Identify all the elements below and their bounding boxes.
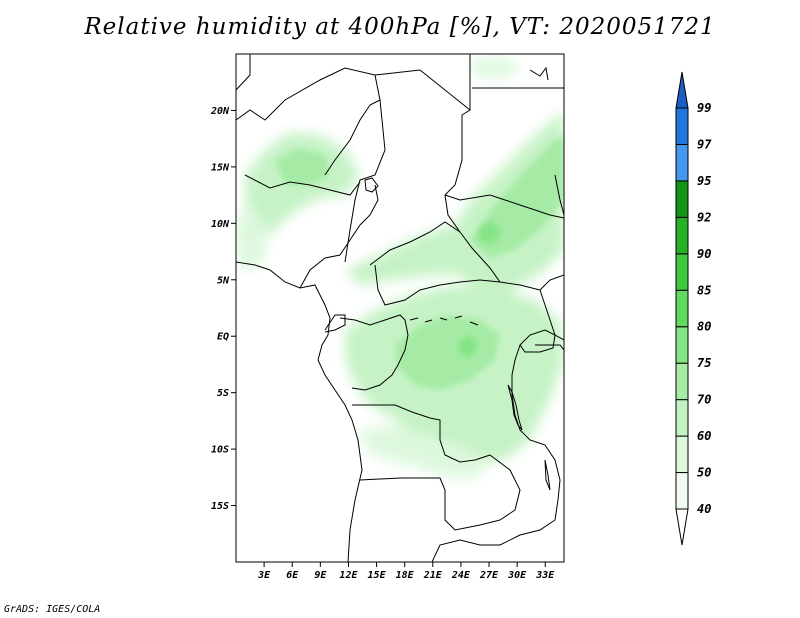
colorbar: 40 50 60 70 75 80 85 90 92 95 97 99 — [675, 71, 712, 546]
lon-label: 33E — [535, 570, 555, 581]
border-car-north — [369, 221, 461, 266]
river-congo — [409, 315, 479, 326]
lat-label: 5N — [217, 275, 230, 286]
ethiopia-border — [554, 174, 564, 216]
humidity-shading — [236, 58, 564, 480]
grads-credit: GrADS: IGES/COLA — [4, 604, 101, 615]
colorbar-label: 92 — [697, 210, 711, 224]
shade-nw-core — [275, 148, 330, 185]
border-southern-1 — [431, 519, 556, 562]
lake-malawi — [544, 459, 551, 491]
colorbar-label: 97 — [697, 137, 712, 151]
border-angola-south — [359, 477, 501, 531]
colorbar-segment — [675, 180, 689, 218]
colorbar-label: 99 — [697, 101, 711, 115]
lat-label: 10S — [211, 445, 229, 456]
lat-label: EQ — [217, 332, 229, 343]
border-nigeria-cameroon — [299, 184, 379, 289]
shade-central-band — [345, 225, 480, 285]
latitude-axis: 20N 15N 10N 5N EQ 5S 10S 15S — [210, 106, 236, 512]
lon-label: 27E — [479, 570, 499, 581]
colorbar-segment — [675, 399, 689, 437]
country-boundaries — [236, 54, 564, 562]
lon-label: 6E — [286, 570, 299, 581]
lon-label: 12E — [339, 570, 358, 581]
shade-top-strip — [470, 58, 520, 78]
shade-ne-hotspot — [478, 220, 502, 244]
border-tanzania — [544, 444, 561, 521]
colorbar-segment — [675, 253, 689, 291]
lat-label: 5S — [217, 388, 229, 399]
border-angola-drc — [352, 404, 491, 463]
colorbar-label: 75 — [697, 356, 711, 370]
border-nigeria-north — [244, 174, 361, 196]
colorbar-segment — [675, 107, 689, 145]
lake-tanganyika — [507, 384, 523, 431]
border-sahara-1 — [236, 54, 251, 91]
border-congo-drc — [339, 314, 409, 391]
border-lake-victoria — [535, 344, 564, 351]
lon-label: 9E — [314, 570, 327, 581]
border-ssudan-east — [539, 274, 564, 291]
lake-victoria — [519, 329, 556, 353]
colorbar-label: 70 — [697, 393, 711, 407]
border-gabon — [324, 314, 346, 333]
map-title: Relative humidity at 400hPa [%], VT: 202… — [84, 14, 716, 40]
border-car-south — [374, 264, 541, 306]
colorbar-label: 80 — [697, 320, 711, 334]
lon-label: 21E — [423, 570, 443, 581]
coastline-west-africa — [236, 261, 363, 562]
colorbar-label: 85 — [697, 283, 711, 297]
colorbar-segment — [675, 216, 689, 255]
colorbar-segment — [675, 362, 689, 401]
colorbar-segment — [675, 289, 689, 328]
map-frame — [235, 53, 565, 563]
lon-label: 18E — [396, 570, 415, 581]
border-zambia — [489, 454, 521, 521]
lat-label: 15N — [211, 162, 230, 173]
colorbar-segment — [675, 472, 689, 510]
longitude-axis: 3E 6E 9E 12E 15E 18E 21E 24E 27E 30E 33E — [257, 562, 555, 581]
colorbar-label: 95 — [697, 174, 711, 188]
border-chad-libya — [374, 54, 471, 112]
colorbar-label: 40 — [697, 502, 711, 516]
lat-label: 10N — [211, 219, 230, 230]
colorbar-segment — [675, 326, 689, 364]
shade-congo-hotspot — [458, 334, 478, 358]
red-sea-coast — [529, 66, 549, 81]
border-sahara-2 — [236, 67, 386, 263]
shade-south-patch — [360, 425, 490, 480]
colorbar-label: 60 — [697, 429, 711, 443]
shade-congo-core — [395, 315, 500, 390]
colorbar-label: 50 — [697, 466, 711, 480]
colorbar-bottom-arrow — [675, 508, 689, 546]
lat-label: 20N — [210, 106, 230, 117]
colorbar-segment — [675, 435, 689, 474]
lon-label: 24E — [451, 570, 471, 581]
colorbar-label: 90 — [697, 247, 711, 261]
border-uganda-kenya — [539, 289, 564, 341]
border-drc-east — [511, 344, 546, 446]
lon-label: 3E — [257, 570, 271, 581]
border-sudan-ssudan — [444, 194, 564, 219]
border-niger-chad — [324, 99, 381, 176]
lat-label: 15S — [211, 501, 229, 512]
lake-chad — [364, 177, 379, 193]
colorbar-top-arrow — [675, 71, 689, 109]
lon-label: 15E — [368, 570, 387, 581]
shade-west-coast — [236, 210, 268, 270]
colorbar-segment — [675, 143, 689, 182]
lon-label: 30E — [507, 570, 527, 581]
